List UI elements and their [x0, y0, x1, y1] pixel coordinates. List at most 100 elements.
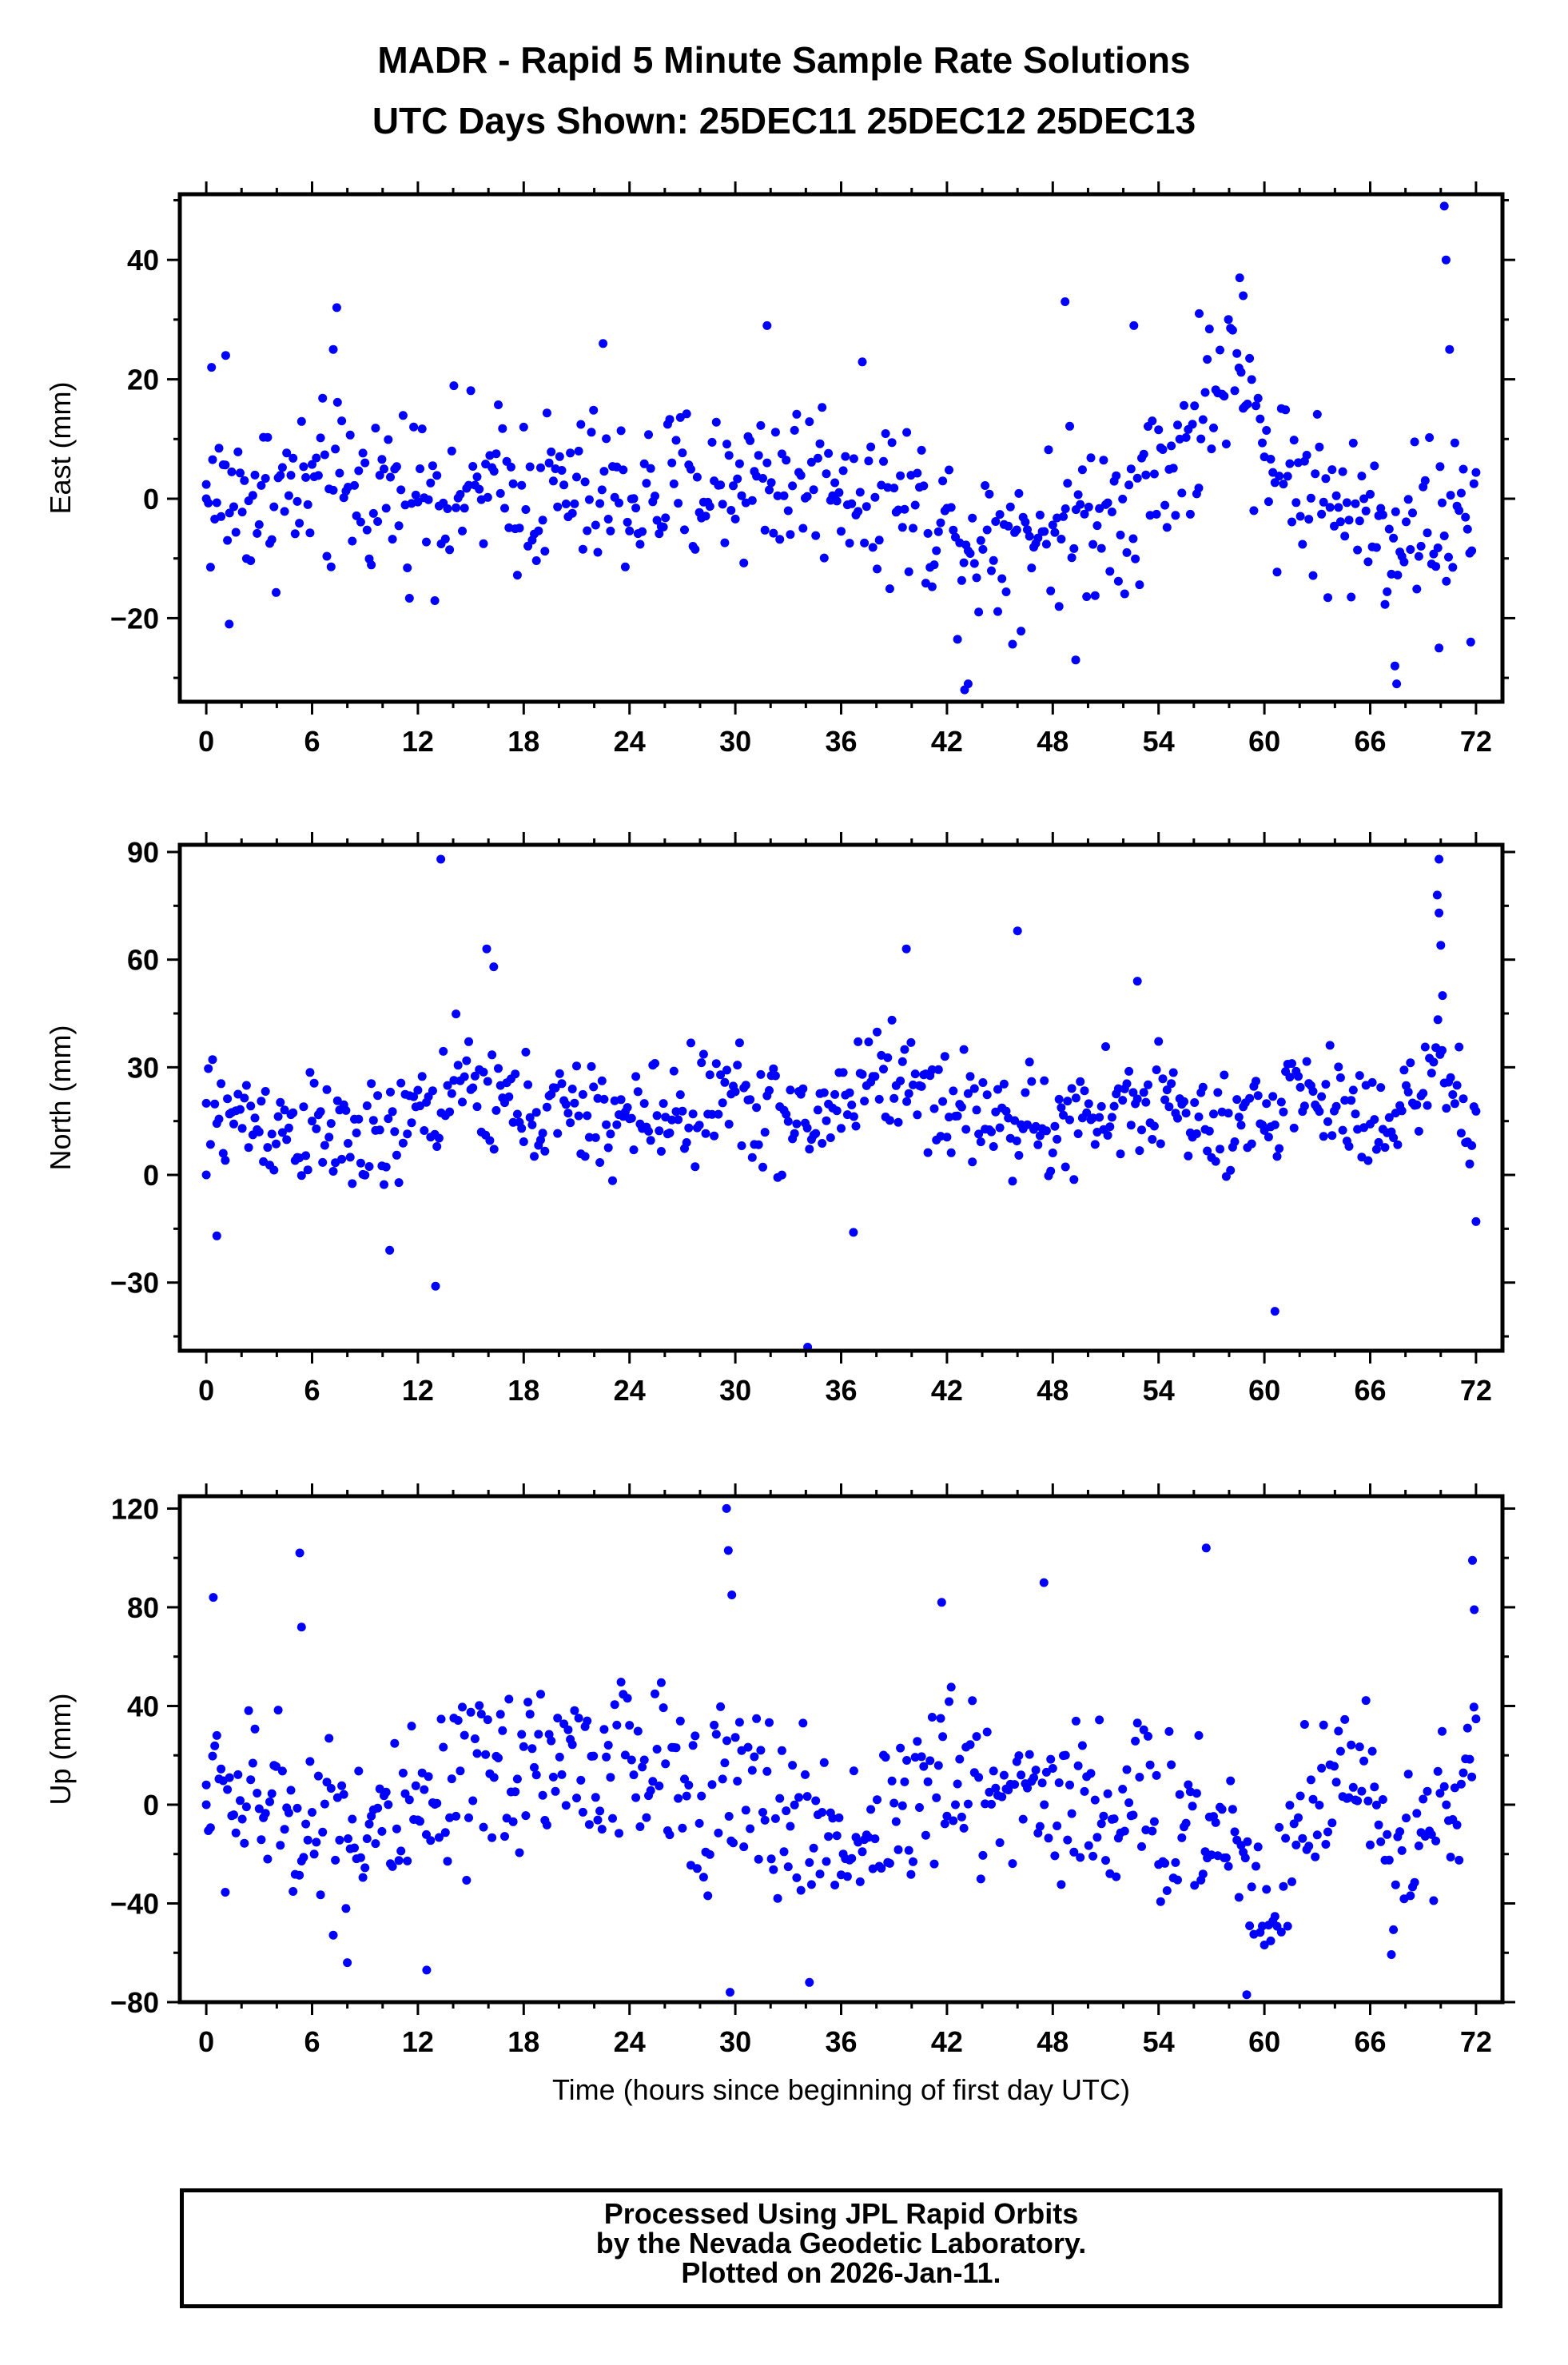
up-ytick-label: 0	[143, 1789, 159, 1822]
up-point	[949, 1816, 958, 1826]
east-point	[257, 480, 266, 490]
up-point	[286, 1786, 296, 1795]
up-xtick-label: 30	[719, 2025, 751, 2058]
north-point	[769, 1064, 778, 1073]
footer-line-1: Processed Using JPL Rapid Orbits	[603, 2197, 1079, 2230]
up-point	[1383, 1829, 1392, 1839]
north-point	[540, 1146, 550, 1156]
east-point	[620, 562, 630, 571]
north-point	[1376, 1083, 1386, 1093]
north-point	[458, 1097, 467, 1107]
up-outlier-point	[726, 1988, 734, 1997]
north-point	[938, 1097, 948, 1106]
east-point	[289, 453, 298, 463]
north-point	[1059, 1110, 1068, 1120]
east-point	[373, 517, 383, 526]
east-point	[1139, 449, 1148, 459]
north-xtick-label: 54	[1143, 1374, 1175, 1407]
up-point	[583, 1716, 592, 1726]
east-point	[272, 587, 281, 597]
up-point	[1156, 1897, 1165, 1906]
east-point	[1442, 576, 1451, 586]
up-point	[561, 1801, 571, 1810]
up-point	[201, 1780, 211, 1790]
east-point	[1264, 497, 1273, 507]
up-point	[913, 1737, 922, 1746]
north-point	[909, 1080, 917, 1089]
north-point	[933, 1065, 943, 1074]
up-point	[489, 1773, 499, 1782]
north-outlier-point	[1013, 926, 1022, 936]
up-point	[301, 1819, 311, 1829]
east-point	[927, 582, 937, 591]
north-point	[616, 1095, 626, 1105]
east-point	[1243, 400, 1252, 408]
north-ytick-label: 90	[127, 836, 159, 869]
up-point	[326, 1784, 336, 1793]
up-point	[1148, 1826, 1157, 1836]
north-point	[531, 1108, 541, 1117]
up-point	[1092, 1833, 1102, 1842]
east-point	[1361, 506, 1371, 516]
east-point	[1406, 545, 1415, 554]
north-outlier-point	[1435, 908, 1444, 918]
up-point	[1334, 1726, 1343, 1736]
up-point	[595, 1806, 605, 1816]
up-point	[946, 1682, 956, 1692]
east-point	[267, 535, 277, 544]
north-point	[1374, 1137, 1383, 1147]
up-point	[651, 1689, 659, 1698]
up-point	[1330, 1762, 1339, 1771]
east-point	[377, 455, 387, 464]
up-point	[909, 1857, 917, 1866]
east-point	[923, 528, 933, 538]
up-point	[1029, 1773, 1038, 1782]
east-point	[1131, 554, 1140, 563]
up-point	[284, 1808, 293, 1818]
north-point	[734, 1038, 744, 1048]
east-point	[517, 480, 527, 490]
east-point	[1435, 462, 1445, 472]
up-point	[1061, 1750, 1070, 1760]
north-point	[873, 1027, 882, 1037]
east-point	[1287, 517, 1296, 527]
up-point	[1283, 1921, 1292, 1931]
north-point	[889, 1093, 899, 1103]
up-point	[1285, 1801, 1295, 1810]
up-point	[1175, 1790, 1184, 1799]
north-point	[1139, 1088, 1148, 1097]
up-point	[303, 1835, 312, 1845]
up-point	[891, 1817, 901, 1826]
north-point	[651, 1059, 659, 1068]
east-point	[651, 492, 659, 501]
up-point	[602, 1752, 611, 1762]
up-point	[1037, 1778, 1047, 1788]
up-point	[987, 1799, 996, 1809]
east-point	[775, 535, 785, 544]
east-point	[1220, 392, 1229, 401]
up-point	[773, 1893, 782, 1903]
up-point	[1276, 1927, 1286, 1937]
east-point	[1252, 401, 1260, 411]
east-point	[646, 464, 655, 473]
east-point	[897, 523, 907, 532]
east-point	[976, 536, 985, 545]
east-point	[263, 432, 273, 442]
up-point	[384, 1800, 393, 1810]
north-point	[904, 1089, 913, 1098]
north-point	[237, 1124, 247, 1133]
east-point	[1272, 567, 1282, 577]
north-point	[409, 1092, 419, 1101]
east-point	[231, 528, 241, 537]
east-point	[360, 458, 370, 468]
up-point	[1033, 1829, 1043, 1837]
up-xtick-label: 60	[1248, 2025, 1280, 2058]
up-outlier-point	[343, 1958, 352, 1968]
up-point	[1247, 1882, 1256, 1892]
north-point	[472, 1102, 482, 1112]
up-point	[1044, 1833, 1053, 1843]
east-point	[1247, 375, 1256, 384]
east-point	[1204, 324, 1214, 334]
east-point	[1463, 524, 1472, 534]
up-point	[240, 1838, 249, 1848]
